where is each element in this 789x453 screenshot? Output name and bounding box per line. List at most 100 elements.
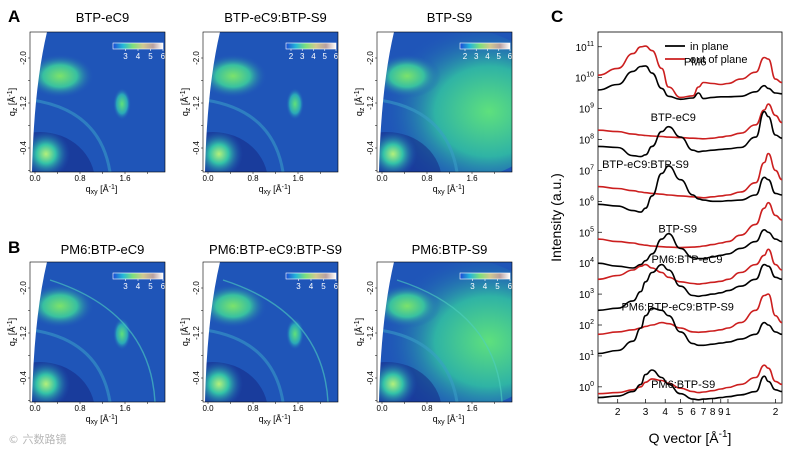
map-x-tick-label: 0.0 <box>202 404 214 413</box>
x-tick-label: 8 <box>710 407 716 418</box>
map-image <box>203 262 338 402</box>
map-y-tick-label: -2.0 <box>192 51 201 65</box>
y-tick-label: 107 <box>579 164 594 177</box>
y-tick-label: 102 <box>579 319 594 332</box>
x-tick-label: 2 <box>773 407 779 418</box>
map-x-tick-label: 0.0 <box>29 404 41 413</box>
map-x-tick-label: 0.8 <box>247 174 259 183</box>
colorbar-tick: 4 <box>136 52 141 61</box>
series-out-of-plane-1 <box>598 45 782 99</box>
colorbar-tick: 2 <box>289 52 294 61</box>
series-in-plane-3 <box>598 165 782 213</box>
gixd-map-4: PM6:BTP-eC9 3 4 5 6 0.0 0.8 1.6 -2.0 -1.2 -0.4 qxy … <box>7 242 166 426</box>
x-axis-title: Q vector [Å-1] <box>649 429 732 446</box>
gixd-map-2: BTP-eC9:BTP-S9 2 3 4 5 6 0.0 0.8 1.6 -2.0 -1.2 -0.4… <box>180 10 339 196</box>
y-tick-label: 101 <box>579 350 594 363</box>
gixd-map-6: PM6:BTP-S9 3 4 5 6 0.0 0.8 1.6 -2.0 -1.2 -0.4 qxy [… <box>354 242 513 426</box>
series-in-plane-1 <box>598 65 782 101</box>
colorbar <box>112 42 164 50</box>
map-x-axis-label: qxy [Å-1] <box>86 184 118 196</box>
map-y-axis-label: qz [Å-1] <box>180 88 192 116</box>
map-title: PM6:BTP-eC9:BTP-S9 <box>209 242 342 257</box>
y-tick-label: 1011 <box>576 41 594 54</box>
map-x-tick-label: 1.6 <box>466 404 478 413</box>
map-y-tick-label: -0.4 <box>192 141 201 155</box>
map-y-tick-label: -1.2 <box>366 326 375 340</box>
map-x-tick-label: 0.8 <box>247 404 259 413</box>
map-y-tick-label: -2.0 <box>366 281 375 295</box>
colorbar-tick: 6 <box>334 282 339 291</box>
sample-label: PM6 <box>684 56 707 68</box>
map-image <box>377 32 512 172</box>
gixd-map-1: BTP-eC9 3 4 5 6 0.0 0.8 1.6 -2.0 -1.2 -0.4 qxy [Å-1… <box>7 10 166 196</box>
map-image <box>377 262 512 402</box>
map-y-tick-label: -0.4 <box>192 371 201 385</box>
map-image <box>30 262 165 402</box>
series-in-plane-4 <box>598 228 782 269</box>
map-x-tick-label: 1.6 <box>292 174 304 183</box>
y-tick-label: 106 <box>579 195 594 208</box>
map-x-tick-label: 0.8 <box>421 404 433 413</box>
series-out-of-plane-5 <box>598 248 782 285</box>
map-x-tick-label: 0.8 <box>421 174 433 183</box>
map-y-tick-label: -1.2 <box>19 326 28 340</box>
panel-letter-c: C <box>551 7 563 26</box>
y-tick-label: 1010 <box>575 72 594 85</box>
map-x-axis-label: qxy [Å-1] <box>259 184 291 196</box>
series-in-plane-7 <box>598 369 782 401</box>
map-y-axis-label: qz [Å-1] <box>7 318 19 346</box>
map-title: PM6:BTP-S9 <box>412 242 488 257</box>
y-tick-label: 109 <box>579 103 594 116</box>
colorbar-tick: 4 <box>309 282 314 291</box>
y-tick-label: 100 <box>579 381 594 394</box>
map-y-tick-label: -2.0 <box>366 51 375 65</box>
colorbar <box>459 42 511 50</box>
map-y-tick-label: -2.0 <box>19 51 28 65</box>
map-x-tick-label: 0.8 <box>74 174 86 183</box>
panel-letter-a: A <box>8 7 20 26</box>
map-x-tick-label: 0.0 <box>376 404 388 413</box>
series-in-plane-2 <box>598 110 782 158</box>
y-tick-label: 105 <box>579 226 594 239</box>
series-out-of-plane-3 <box>598 152 782 199</box>
map-image <box>203 32 338 172</box>
colorbar-tick: 3 <box>296 282 301 291</box>
map-title: PM6:BTP-eC9 <box>61 242 145 257</box>
map-x-tick-label: 0.8 <box>74 404 86 413</box>
map-x-tick-label: 0.0 <box>376 174 388 183</box>
colorbar <box>459 272 511 280</box>
legend-entry: out of plane <box>690 54 748 66</box>
sample-label: PM6:BTP-S9 <box>651 379 715 391</box>
colorbar-tick: 5 <box>495 282 500 291</box>
colorbar-tick: 6 <box>161 52 166 61</box>
watermark: © 六数路镜 <box>8 432 67 446</box>
map-y-axis-label: qz [Å-1] <box>180 318 192 346</box>
colorbar-tick: 5 <box>323 52 328 61</box>
colorbar-tick: 4 <box>485 52 490 61</box>
colorbar-tick: 6 <box>334 52 339 61</box>
colorbar-tick: 3 <box>123 282 128 291</box>
gixd-map-3: BTP-S9 2 3 4 5 6 0.0 0.8 1.6 -2.0 -1.2 -0.4 qxy [Å-1… <box>354 10 513 196</box>
colorbar-tick: 4 <box>136 282 141 291</box>
x-tick-label: 4 <box>662 407 668 418</box>
y-tick-label: 103 <box>579 288 594 301</box>
map-y-axis-label: qz [Å-1] <box>354 88 366 116</box>
x-tick-label: 1 <box>725 407 731 418</box>
map-x-tick-label: 1.6 <box>119 174 131 183</box>
series-out-of-plane-2 <box>598 103 782 140</box>
map-x-tick-label: 1.6 <box>292 404 304 413</box>
sample-label: PM6:BTP-eC9:BTP-S9 <box>621 301 733 313</box>
line-chart: 100 101 102 103 104 105 106 107 108 109 1010 1011 2 3… <box>548 31 783 446</box>
x-tick-label: 5 <box>678 407 684 418</box>
colorbar-tick: 3 <box>474 52 479 61</box>
map-x-axis-label: qxy [Å-1] <box>259 414 291 426</box>
colorbar <box>112 272 164 280</box>
sample-label: PM6:BTP-eC9 <box>652 254 723 266</box>
map-title: BTP-eC9 <box>76 10 129 25</box>
sample-label: BTP-S9 <box>658 223 697 235</box>
x-tick-label: 2 <box>615 407 621 418</box>
gixd-map-5: PM6:BTP-eC9:BTP-S9 3 4 5 6 0.0 0.8 1.6 -2.0 -1.2 -… <box>180 242 342 426</box>
colorbar-tick: 6 <box>508 282 513 291</box>
